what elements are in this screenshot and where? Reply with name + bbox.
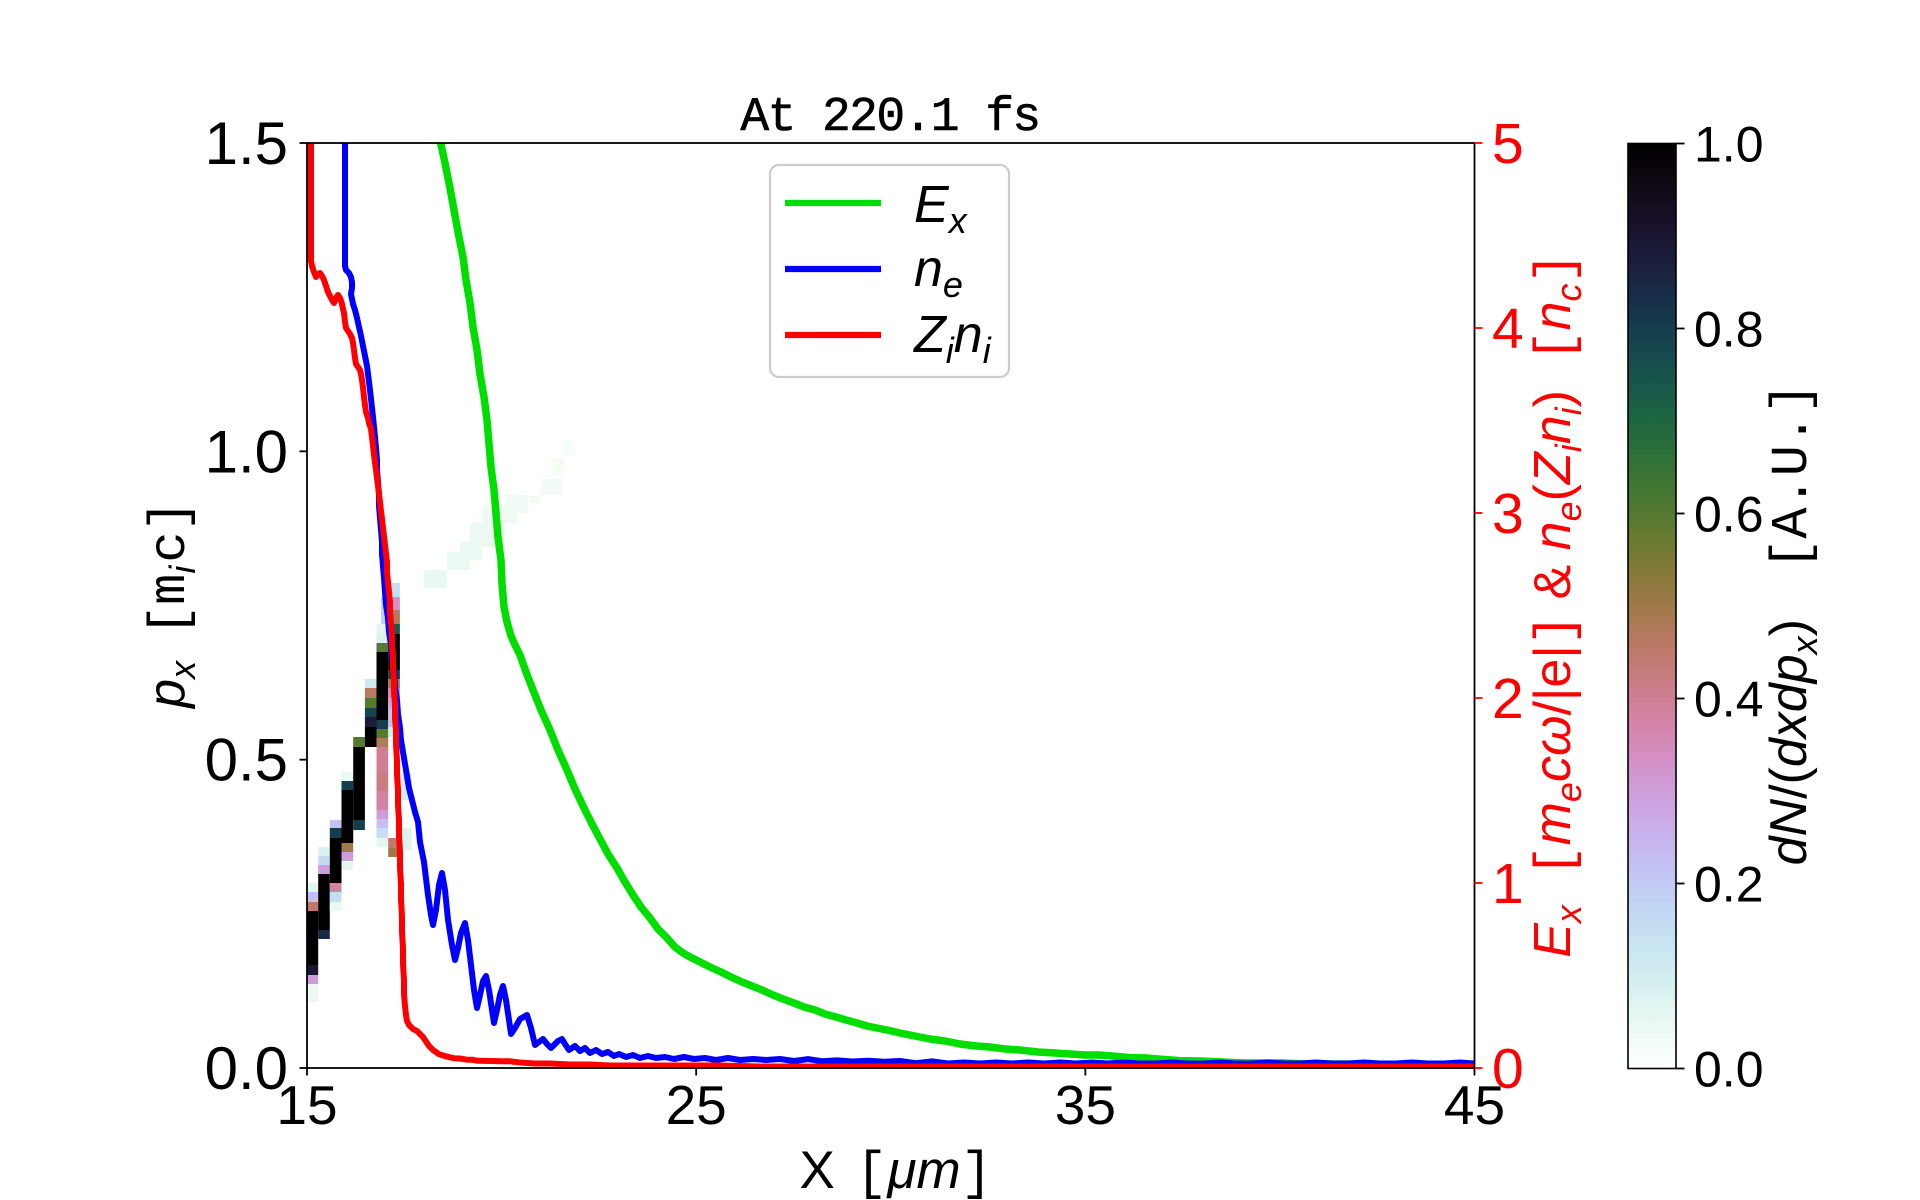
- svg-text:Ex [mecω/|e|] & ne(Zini) [nc]: Ex [mecω/|e|] & ne(Zini) [nc]: [1524, 252, 1589, 958]
- svg-text:1.0: 1.0: [1694, 117, 1764, 173]
- svg-text:45: 45: [1444, 1074, 1505, 1136]
- svg-text:ne: ne: [914, 240, 963, 305]
- svg-text:0.4: 0.4: [1694, 672, 1764, 728]
- svg-text:0.5: 0.5: [205, 727, 288, 794]
- svg-text:5: 5: [1492, 112, 1524, 176]
- svg-text:0.0: 0.0: [205, 1035, 288, 1102]
- svg-text:X [μm]: X [μm]: [800, 1141, 993, 1200]
- svg-text:0.6: 0.6: [1694, 487, 1764, 543]
- svg-text:1.0: 1.0: [205, 418, 288, 485]
- svg-text:15: 15: [276, 1074, 337, 1136]
- svg-text:1.5: 1.5: [205, 110, 288, 177]
- svg-text:3: 3: [1492, 482, 1524, 546]
- svg-text:4: 4: [1492, 297, 1524, 361]
- svg-text:1: 1: [1492, 852, 1524, 916]
- svg-text:At 220.1 fs: At 220.1 fs: [740, 91, 1039, 145]
- svg-text:0: 0: [1492, 1037, 1524, 1101]
- svg-text:35: 35: [1055, 1074, 1116, 1136]
- svg-text:Zini: Zini: [912, 306, 992, 371]
- svg-text:0.0: 0.0: [1694, 1042, 1764, 1098]
- svg-text:25: 25: [666, 1074, 727, 1136]
- svg-text:0.8: 0.8: [1694, 302, 1764, 358]
- svg-text:Ex: Ex: [914, 176, 969, 241]
- svg-text:0.2: 0.2: [1694, 857, 1764, 913]
- svg-text:2: 2: [1492, 667, 1524, 731]
- svg-text:px [mic]: px [mic]: [138, 500, 203, 710]
- svg-text:dN/(dxdpx) [A.U.]: dN/(dxdpx) [A.U.]: [1760, 383, 1825, 866]
